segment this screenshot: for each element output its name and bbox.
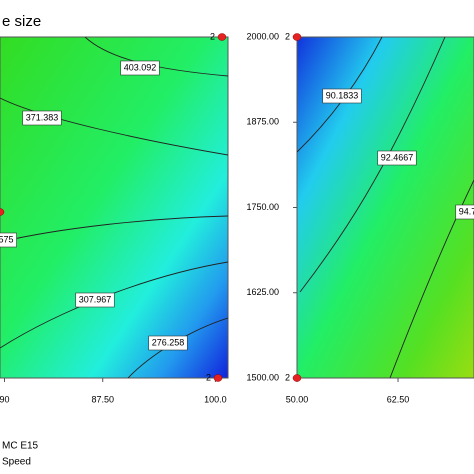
design-point [292,33,302,41]
contour-label: 403.092 [124,62,157,72]
contour-label: 307.967 [79,294,112,304]
contour-label-box [455,204,474,220]
contour-label: 94.75 [459,206,474,216]
axis-label: MC E15 [2,441,39,452]
contour-line [299,37,446,293]
chart-title: e size [2,13,41,30]
contour-line [0,97,228,156]
contour-line [389,179,474,378]
design-point [0,208,5,216]
left-plot-area [0,37,228,378]
contour-label-box [0,232,17,248]
y-tick-label: 1750.00 [246,202,279,212]
design-point-label: 2 [210,31,215,41]
contour-label-box [22,110,62,126]
contour-label-box [120,60,160,76]
x-tick-label: 90 [0,394,10,404]
design-point-label: 2 [206,372,211,382]
y-tick-label: 2000.00 [246,31,279,41]
contour-label: 92.4667 [381,152,414,162]
x-tick-label: 62.50 [387,394,410,404]
contour-label-box [322,88,362,104]
axis-label: Speed [2,457,31,468]
contour-label: 90.1833 [326,90,359,100]
contour-line [0,215,228,243]
contour-layer: 90.1833 92.4667 94.75 [297,37,474,378]
left-frame [0,36,229,379]
contour-label: 371.383 [26,112,59,122]
right-plot-area [297,37,474,378]
x-tick-label: 100.0 [204,394,227,404]
contour-label: 276.258 [152,337,185,347]
design-point-label: 2 [285,31,290,41]
y-tick-label: 1500.00 [246,372,279,382]
design-point [292,374,302,382]
design-point [217,33,227,41]
contour-label-box [148,335,188,351]
contour-label-box [75,292,115,308]
x-tick-label: 50.00 [286,394,309,404]
contour-layer: 403.092 371.383 575 307.967 276.258 [0,37,228,378]
contour-label-box [377,150,417,166]
x-tick-label: 87.50 [91,394,114,404]
contour-label: 575 [0,234,14,244]
design-point-label: 2 [285,372,290,382]
y-tick-label: 1625.00 [246,287,279,297]
design-point [213,374,223,382]
y-tick-label: 1875.00 [246,117,279,127]
